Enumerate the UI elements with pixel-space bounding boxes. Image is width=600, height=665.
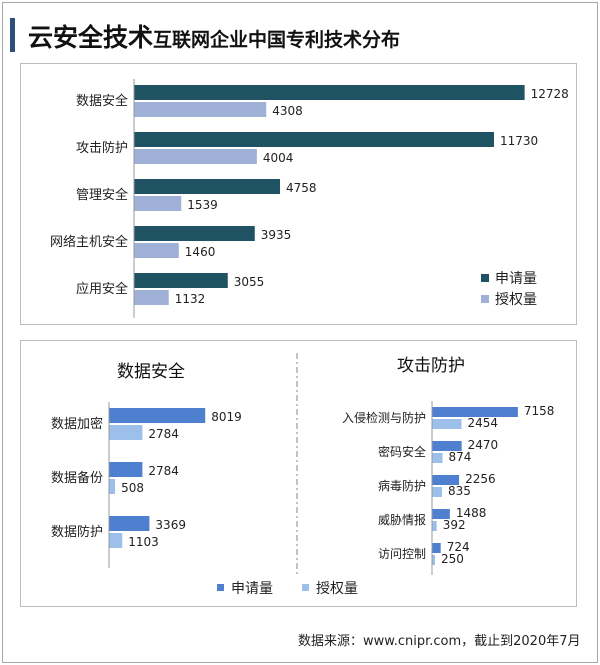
data-label: 7158 (524, 404, 555, 418)
data-label: 1539 (187, 198, 218, 212)
data-label: 2470 (468, 438, 499, 452)
legend-grant-swatch (302, 584, 309, 591)
apply-bar (109, 516, 150, 531)
data-label: 11730 (500, 134, 538, 148)
data-label: 508 (121, 481, 144, 495)
title-bar: 云安全技术互联网企业中国专利技术分布 (10, 16, 590, 52)
category-label: 病毒防护 (378, 478, 426, 493)
category-label: 数据安全 (76, 93, 128, 109)
category-label: 密码安全 (378, 444, 426, 459)
bottom-chart-panel: 数据安全 攻击防护数据加密 8019 2784 数据备份 2784 508 数据防护 3369 1… (20, 340, 577, 607)
category-label: 管理安全 (76, 187, 128, 203)
grant-bar (109, 479, 116, 494)
data-label: 392 (443, 518, 466, 532)
data-label: 2256 (465, 472, 496, 486)
legend-label: 授权量 (495, 292, 537, 308)
grant-bar (432, 555, 435, 565)
data-label: 1488 (456, 506, 487, 520)
category-label: 攻击防护 (76, 140, 128, 156)
grant-bar (134, 149, 257, 164)
data-label: 724 (447, 540, 470, 554)
apply-bar (134, 132, 494, 147)
data-label: 3055 (234, 275, 265, 289)
grant-bar (134, 196, 182, 211)
apply-bar (432, 441, 462, 451)
legend-grant-swatch (481, 295, 489, 303)
grant-bar (432, 419, 462, 429)
title-sub: 互联网企业中国专利技术分布 (153, 29, 401, 51)
apply-bar (109, 408, 206, 423)
subchart-title-data-security: 数据安全 (117, 362, 185, 382)
data-label: 2784 (148, 464, 179, 478)
legend-apply-swatch (217, 584, 224, 591)
apply-bar (432, 509, 450, 519)
top-bar-chart: 数据安全 12728 4308 攻击防护 11730 4004 管理安全 4758 1539 网络… (50, 79, 569, 318)
grant-bar (432, 521, 437, 531)
category-label: 数据防护 (51, 524, 103, 540)
category-label: 数据备份 (51, 470, 103, 486)
apply-bar (432, 475, 460, 485)
category-label: 数据加密 (51, 416, 103, 432)
data-label: 1103 (128, 535, 159, 549)
grant-bar (432, 487, 443, 497)
grant-bar (109, 533, 123, 548)
data-label: 250 (441, 552, 464, 566)
grant-bar (432, 453, 443, 463)
data-label: 8019 (211, 410, 242, 424)
data-label: 835 (448, 484, 471, 498)
data-label: 2784 (148, 427, 179, 441)
apply-bar (134, 226, 255, 241)
data-label: 4004 (263, 151, 294, 165)
grant-bar (134, 243, 179, 258)
apply-bar (134, 85, 525, 100)
legend-label: 授权量 (316, 581, 358, 597)
category-label: 网络主机安全 (50, 234, 128, 250)
category-label: 入侵检测与防护 (342, 410, 426, 425)
title-accent-bar (10, 18, 15, 52)
apply-bar (109, 462, 143, 477)
category-label: 应用安全 (76, 281, 128, 297)
chart-title: 云安全技术互联网企业中国专利技术分布 (28, 18, 400, 54)
data-label: 1460 (185, 245, 216, 259)
subchart-title-attack-protection: 攻击防护 (397, 356, 465, 376)
source-note: 数据来源：www.cnipr.com，截止到2020年7月 (298, 634, 581, 649)
category-label: 威胁情报 (378, 512, 426, 527)
data-label: 12728 (531, 87, 569, 101)
legend-label: 申请量 (495, 271, 537, 287)
title-main: 云安全技术 (28, 23, 154, 52)
data-label: 2454 (467, 416, 498, 430)
apply-bar (432, 543, 441, 553)
grant-bar (109, 425, 143, 440)
data-label: 3935 (261, 228, 292, 242)
apply-bar (432, 407, 518, 417)
data-label: 4758 (286, 181, 317, 195)
apply-bar (134, 273, 228, 288)
grant-bar (134, 290, 169, 305)
data-label: 874 (448, 450, 471, 464)
top-chart-panel: 数据安全 12728 4308 攻击防护 11730 4004 管理安全 4758 1539 网络… (20, 63, 577, 325)
grant-bar (134, 102, 267, 117)
legend-apply-swatch (481, 274, 489, 282)
data-label: 4308 (272, 104, 303, 118)
data-label: 3369 (155, 518, 186, 532)
legend-label: 申请量 (231, 581, 273, 597)
category-label: 访问控制 (378, 547, 426, 561)
apply-bar (134, 179, 281, 194)
data-label: 1132 (175, 292, 206, 306)
